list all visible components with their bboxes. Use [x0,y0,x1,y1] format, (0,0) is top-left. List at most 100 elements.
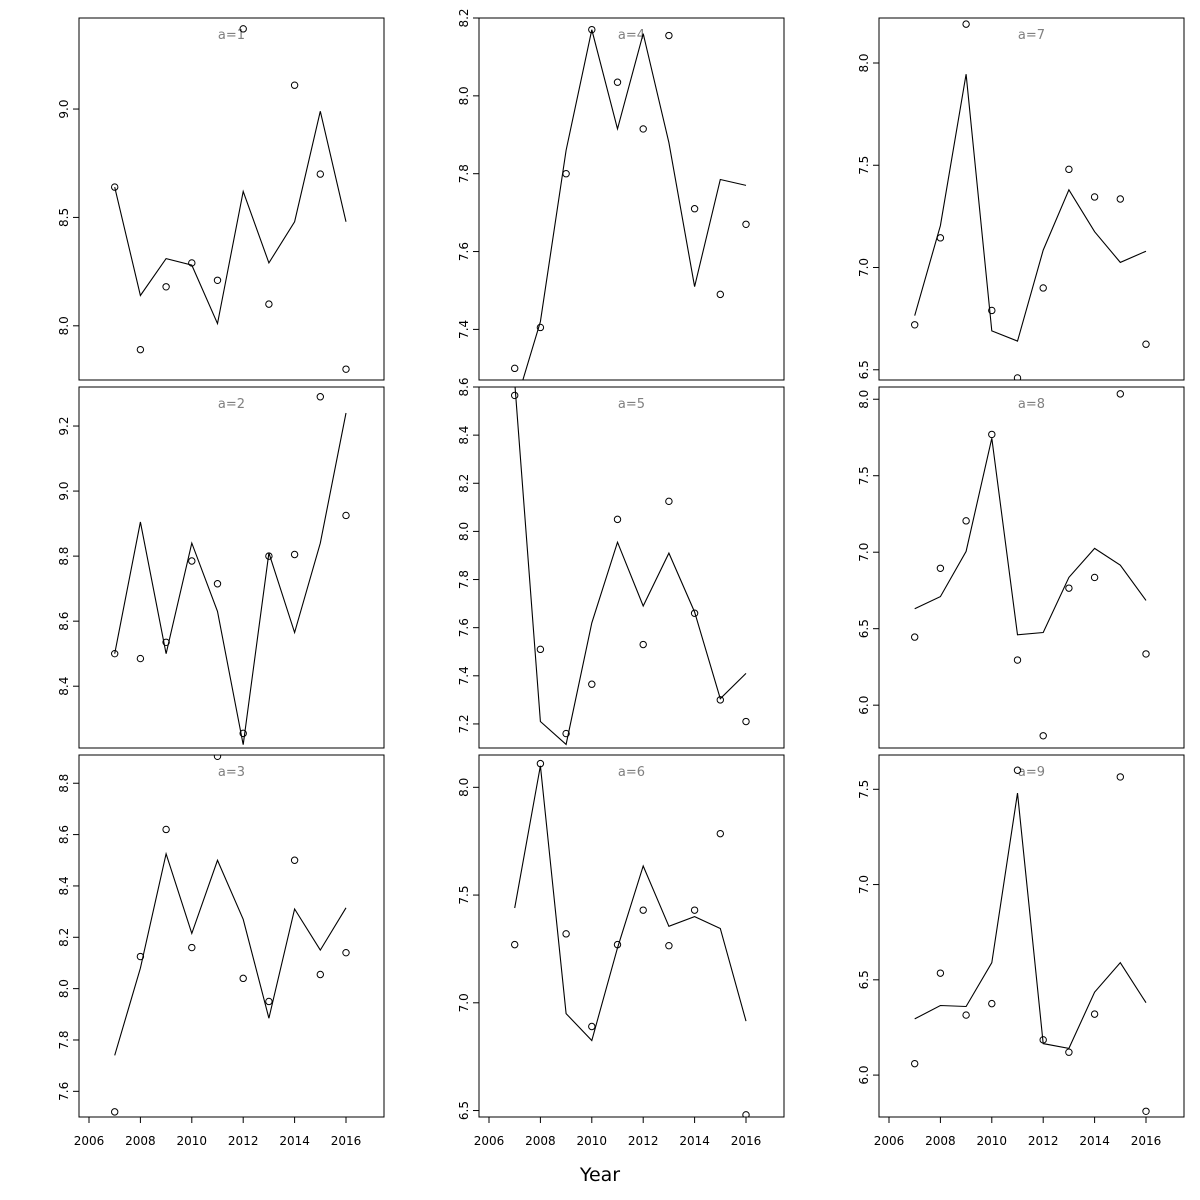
y-tick-label: 7.4 [457,666,471,685]
panel-title: a=3 [218,765,245,780]
data-point [562,729,570,738]
y-tick-label: 6.0 [857,696,871,715]
x-tick-label: 2012 [228,1134,259,1148]
panel: 7.6 7.8 8.0 8.2 8.4 8.6 8.8 2006 2008 2010 2012 201… [57,754,385,1148]
data-point [1142,1107,1150,1115]
panel: 8.4 8.6 8.8 9.0 9.2 a=2 [57,386,385,749]
data-point [265,300,273,308]
data-point [511,391,519,400]
panel-frame [78,386,385,749]
fitted-line [514,765,747,1042]
data-point [562,930,570,938]
data-point [988,999,996,1008]
data-point [265,997,273,1006]
fitted-line [114,412,347,745]
panel: 6.0 6.5 7.0 7.5 2006 2008 2010 2012 2014 2016 a=9 [857,754,1185,1148]
data-point [1142,340,1150,348]
panel-title: a=8 [1018,397,1045,412]
data-point [290,550,299,559]
y-tick-label: 7.6 [457,618,471,637]
data-point [665,941,673,950]
y-tick-label: 9.2 [57,416,71,435]
panel-grid: 8.08.59.0a=18.48.68.89.09.2a=27.67.88.08… [57,8,1185,1148]
data-point [536,645,545,654]
y-tick-label: 8.0 [857,390,871,409]
data-point [1116,195,1125,203]
data-point [1013,374,1022,380]
panel: 6.0 6.5 7.0 7.5 8.0 a=8 [857,386,1185,749]
data-point [613,940,622,949]
data-point [1065,584,1073,592]
data-point [1090,193,1099,201]
data-point [1065,1048,1073,1056]
panel-frame [878,17,1185,381]
data-point [1065,165,1073,174]
x-tick-label: 2016 [1131,1134,1162,1148]
data-point [639,906,647,914]
panel-title: a=9 [1018,765,1045,780]
x-tick-label: 2012 [1028,1134,1059,1148]
data-point [690,906,699,914]
data-point [665,31,673,40]
fitted-line [522,29,747,380]
fitted-line [914,74,1147,342]
data-point [162,283,170,291]
data-point [911,633,919,641]
panel-frame [878,386,1185,749]
data-point [265,552,273,560]
data-point [936,969,945,977]
data-point [316,170,324,178]
x-tick-label: 2010 [177,1134,208,1148]
x-tick-label: 2016 [731,1134,762,1148]
y-tick-label: 8.0 [457,778,471,797]
y-tick-label: 8.8 [57,547,71,566]
data-point [136,345,145,354]
y-tick-label: 9.0 [57,482,71,501]
panel: 8.0 8.5 9.0 a=1 [57,17,385,381]
data-point [213,276,222,284]
panel: 7.2 7.4 7.6 7.8 8.0 8.2 8.4 8.6 a=5 [457,377,785,749]
fitted-line [914,438,1147,636]
panel-title: a=5 [618,397,645,412]
data-point [742,1111,750,1117]
data-point [613,515,622,524]
data-point [213,755,222,760]
x-axis-title: Year [579,1164,620,1186]
y-tick-label: 8.4 [57,677,71,696]
data-point [588,680,596,688]
data-point [290,856,299,864]
data-point [111,649,119,658]
data-point [936,564,945,572]
y-tick-label: 6.5 [857,619,871,638]
panel-title: a=1 [218,28,245,43]
data-point [962,1011,970,1019]
data-point [536,759,545,768]
data-point [988,306,996,315]
y-tick-label: 7.8 [57,1030,71,1049]
x-tick-label: 2006 [874,1134,905,1148]
data-point [988,430,996,439]
data-point [936,234,945,242]
data-point [690,205,699,213]
data-point [1116,773,1125,781]
y-tick-label: 7.5 [857,780,871,799]
x-tick-label: 2014 [1079,1134,1110,1148]
data-point [342,948,350,957]
data-point [742,220,750,229]
y-tick-label: 8.4 [57,876,71,895]
data-point [1090,573,1099,582]
panel-title: a=7 [1018,28,1045,43]
y-tick-label: 8.6 [457,377,471,396]
y-tick-label: 6.5 [857,360,871,379]
data-point [188,259,196,267]
fitted-line [914,793,1147,1050]
data-point [911,1059,919,1068]
fitted-line [114,111,347,326]
x-tick-label: 2010 [577,1134,608,1148]
data-point [716,696,724,704]
data-point [962,20,970,28]
y-tick-label: 6.0 [857,1066,871,1085]
data-point [962,517,970,525]
y-tick-label: 8.0 [457,522,471,541]
